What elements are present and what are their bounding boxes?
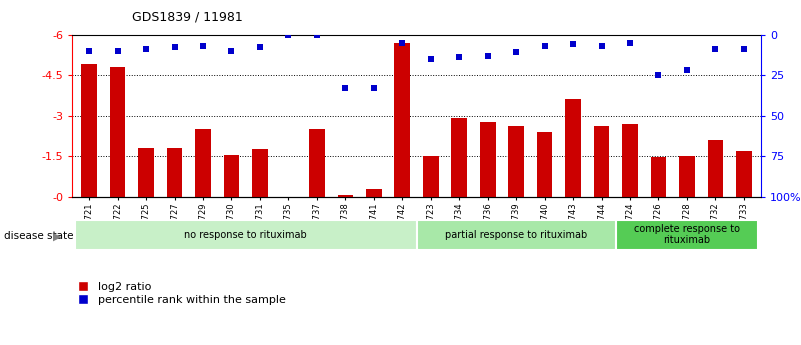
Bar (707, 140, 723, 197)
Point (339, 85, 352, 91)
Point (139, 46, 152, 52)
Point (396, 40, 409, 46)
Bar (252, 149, 268, 197)
Point (168, 45, 181, 50)
Bar (480, 122, 496, 197)
Bar (594, 126, 610, 197)
FancyBboxPatch shape (417, 220, 616, 250)
Point (566, 41, 579, 47)
Bar (195, 129, 211, 197)
Bar (337, 195, 353, 197)
Bar (736, 151, 751, 197)
Bar (622, 124, 638, 197)
FancyBboxPatch shape (616, 220, 758, 250)
Point (111, 48, 124, 53)
Bar (394, 43, 410, 197)
Point (681, 67, 694, 73)
Legend: log2 ratio, percentile rank within the sample: log2 ratio, percentile rank within the s… (78, 282, 285, 305)
Point (282, 32, 295, 37)
Text: ▶: ▶ (54, 231, 62, 241)
Bar (566, 99, 581, 197)
Point (709, 46, 722, 52)
FancyBboxPatch shape (75, 220, 417, 250)
Point (311, 32, 324, 37)
Bar (423, 156, 439, 197)
Bar (223, 155, 239, 197)
Point (738, 46, 751, 52)
Point (624, 40, 637, 46)
Bar (139, 148, 154, 197)
Point (368, 85, 380, 91)
Point (254, 45, 267, 50)
Point (425, 56, 437, 62)
Point (196, 43, 209, 49)
Point (225, 48, 238, 53)
Point (453, 55, 465, 60)
Bar (509, 126, 524, 197)
Bar (452, 118, 467, 197)
Text: no response to rituximab: no response to rituximab (184, 230, 307, 239)
Point (481, 53, 494, 58)
Text: complete response to
rituximab: complete response to rituximab (634, 224, 740, 245)
Text: partial response to rituximab: partial response to rituximab (445, 230, 587, 239)
Bar (167, 148, 183, 197)
Bar (650, 157, 666, 197)
Point (83, 48, 95, 53)
Bar (309, 129, 324, 197)
Text: GDS1839 / 11981: GDS1839 / 11981 (132, 10, 243, 23)
Bar (110, 67, 126, 197)
Bar (366, 188, 381, 197)
Point (509, 50, 522, 55)
Bar (82, 64, 97, 197)
Bar (537, 132, 553, 197)
Bar (679, 156, 694, 197)
Text: disease state: disease state (4, 231, 74, 241)
Point (652, 72, 665, 78)
Point (538, 43, 551, 49)
Point (595, 43, 608, 49)
